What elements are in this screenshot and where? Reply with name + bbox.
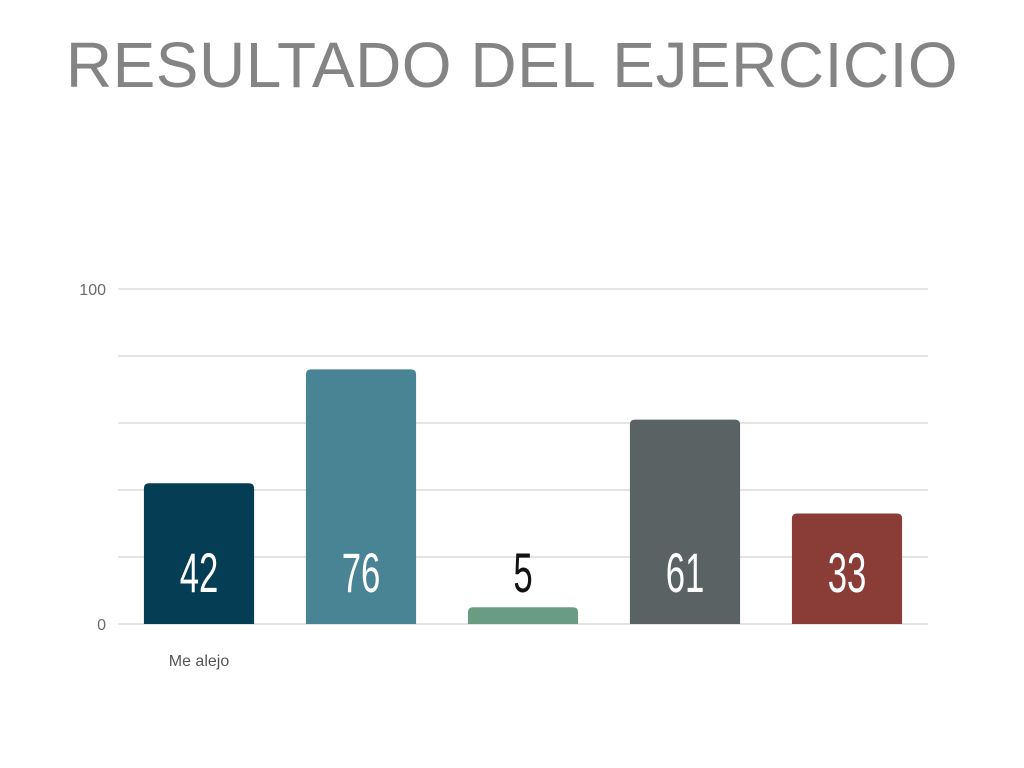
bar-value-label: 61 (666, 542, 705, 605)
bar (143, 483, 255, 624)
bar (629, 419, 741, 624)
bar-value-label: 33 (828, 542, 867, 605)
bar-value-label: 5 (513, 542, 532, 605)
slide-title: RESULTADO DEL EJERCICIO (65, 29, 959, 101)
bar-value-label: 76 (342, 542, 381, 605)
x-category-label: Me alejo (169, 653, 230, 670)
bar (305, 369, 417, 624)
y-tick-label: 100 (79, 282, 106, 299)
bar-value-label: 42 (180, 542, 219, 605)
bar (791, 513, 903, 624)
bar (467, 607, 579, 624)
y-tick-label: 0 (97, 617, 106, 634)
